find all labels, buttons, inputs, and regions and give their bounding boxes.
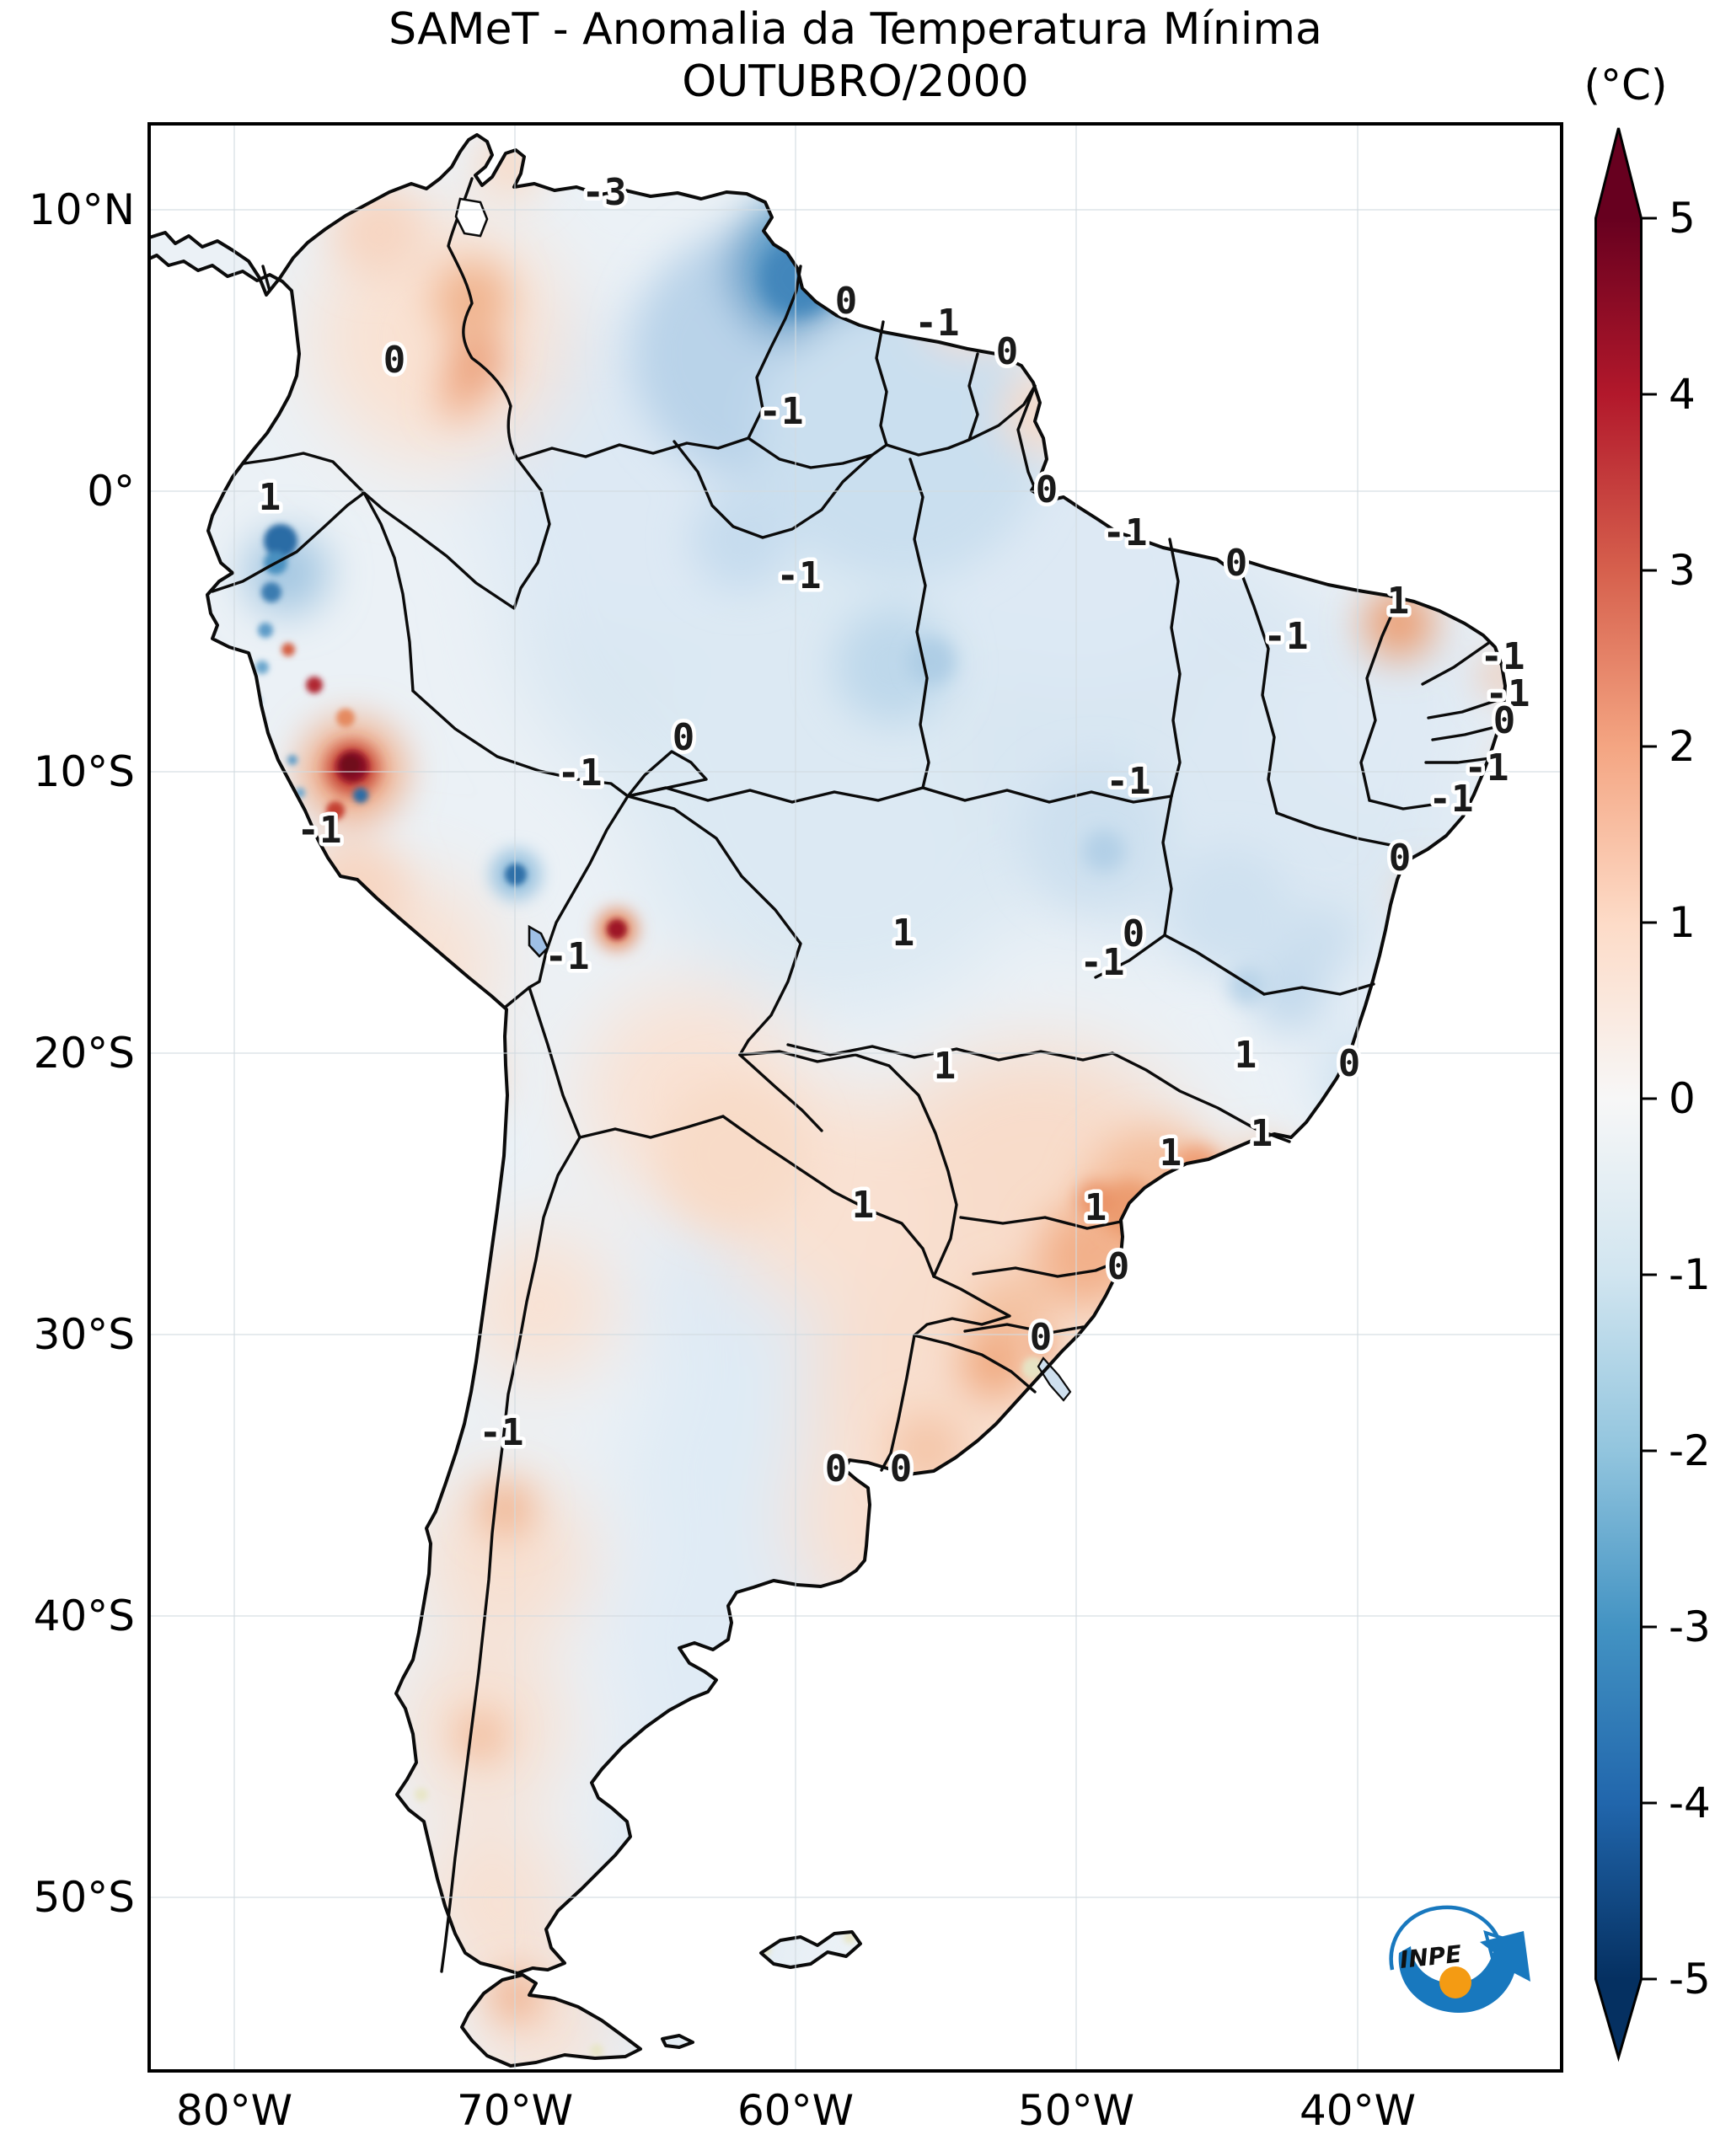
colorbar-tick-label: -4 bbox=[1669, 1779, 1711, 1827]
figure-title-line2: OUTUBRO/2000 bbox=[682, 56, 1028, 107]
lake-titicaca bbox=[528, 924, 549, 958]
colorbar-tick-label: 0 bbox=[1669, 1074, 1696, 1123]
contour-label: 0 bbox=[1030, 1316, 1053, 1359]
contour-label: 0 bbox=[383, 339, 406, 382]
contour-label: -1 bbox=[1429, 778, 1474, 821]
contour-label: 1 bbox=[1085, 1186, 1107, 1229]
inpe-logo-swoosh bbox=[1398, 1931, 1530, 2014]
contour-label: 1 bbox=[1387, 580, 1410, 623]
colorbar-tick-label: -2 bbox=[1669, 1426, 1711, 1475]
contour-labels: -300-10-11 0-10-11-1 -1-100-1-1 -1 -1-101 0-1… bbox=[255, 168, 1534, 1495]
colorbar-ticks: 5 4 3 2 1 0 -1 -2 -3 -4 -5 bbox=[1641, 194, 1711, 2004]
tierra-del-fuego-island bbox=[460, 1973, 642, 2068]
lat-tick-label: 10°S bbox=[34, 747, 135, 796]
contour-label: 0 bbox=[1225, 542, 1248, 585]
contour-label: -1 bbox=[1080, 941, 1125, 984]
colorbar: 5 4 3 2 1 0 -1 -2 -3 -4 -5 (°C) bbox=[1584, 61, 1711, 2062]
contour-label: -1 bbox=[1264, 615, 1309, 658]
south-america-coastline bbox=[147, 133, 1507, 1975]
map-axes: -300-10-11 0-10-11-1 -1-100-1-1 -1 -1-101 0-1… bbox=[147, 122, 1563, 2073]
lon-tick-label: 70°W bbox=[457, 2086, 573, 2135]
inpe-logo-thin-arc bbox=[1389, 1905, 1502, 1971]
lon-tick-label: 50°W bbox=[1018, 2086, 1134, 2135]
contour-label: 0 bbox=[825, 1447, 848, 1490]
contour-label: -1 bbox=[1486, 672, 1530, 715]
latitude-axis-labels: 10°N 0° 10°S 20°S 30°S 40°S 50°S bbox=[29, 185, 135, 1922]
contour-label: 0 bbox=[890, 1447, 913, 1490]
figure-title-line1: SAMeT - Anomalia da Temperatura Mínima bbox=[389, 4, 1322, 55]
colorbar-tick-label: -5 bbox=[1669, 1955, 1711, 2004]
contour-label: 0 bbox=[1036, 468, 1058, 511]
colorbar-tick-label: -1 bbox=[1669, 1250, 1711, 1299]
contour-label: 1 bbox=[1235, 1034, 1257, 1077]
contour-label: -1 bbox=[915, 302, 960, 345]
axes-frame bbox=[147, 122, 1563, 2073]
contour-label: 0 bbox=[1338, 1042, 1361, 1085]
colorbar-tick-label: 5 bbox=[1669, 194, 1696, 243]
inpe-logo-text: INPE bbox=[1398, 1939, 1463, 1974]
lat-tick-label: 50°S bbox=[34, 1873, 135, 1922]
colorbar-tick-label: 4 bbox=[1669, 370, 1696, 419]
inpe-logo: INPE bbox=[1389, 1905, 1530, 2014]
lon-tick-label: 40°W bbox=[1300, 2086, 1416, 2135]
lat-tick-label: 40°S bbox=[34, 1592, 135, 1640]
lon-tick-label: 80°W bbox=[176, 2086, 292, 2135]
lat-tick-label: 10°N bbox=[29, 185, 135, 234]
contour-label: 0 bbox=[996, 330, 1019, 373]
contour-label: -1 bbox=[558, 752, 603, 794]
contour-label: 1 bbox=[934, 1045, 957, 1088]
contour-label: 0 bbox=[1389, 837, 1412, 880]
contour-label: 1 bbox=[1251, 1112, 1273, 1155]
contour-label: -1 bbox=[480, 1411, 524, 1454]
contour-label: -1 bbox=[1107, 760, 1151, 803]
inpe-logo-orange-dot bbox=[1439, 1966, 1471, 1998]
contour-label: 1 bbox=[259, 476, 281, 519]
colorbar-tick-label: 2 bbox=[1669, 722, 1696, 771]
contour-label: -3 bbox=[582, 171, 627, 214]
contour-label: 1 bbox=[852, 1184, 875, 1227]
contour-label: 1 bbox=[1160, 1131, 1182, 1174]
lake-maracaibo bbox=[454, 197, 489, 238]
contour-label: -1 bbox=[1103, 511, 1148, 554]
colorbar-bar bbox=[1594, 127, 1643, 2062]
graticule bbox=[149, 124, 1562, 2071]
colorbar-tick-label: -3 bbox=[1669, 1602, 1711, 1651]
contour-label: 0 bbox=[673, 716, 695, 759]
falkland-islands bbox=[759, 1930, 862, 1969]
lon-tick-label: 60°W bbox=[737, 2086, 854, 2135]
longitude-axis-labels: 80°W 70°W 60°W 50°W 40°W bbox=[176, 2086, 1416, 2135]
colorbar-unit-label: (°C) bbox=[1584, 61, 1668, 110]
contour-label: 0 bbox=[1123, 912, 1145, 955]
contour-label: -1 bbox=[759, 390, 804, 433]
contour-label: 0 bbox=[1107, 1245, 1130, 1288]
lat-tick-label: 0° bbox=[87, 467, 135, 516]
contour-label: -1 bbox=[297, 809, 342, 852]
contour-label: -1 bbox=[545, 935, 590, 978]
contour-label: 0 bbox=[835, 280, 858, 323]
contour-label: -1 bbox=[1465, 746, 1509, 789]
contour-label: -1 bbox=[1481, 635, 1525, 678]
contour-label: -1 bbox=[777, 554, 822, 597]
contour-label: 0 bbox=[1493, 699, 1516, 742]
contour-label: 1 bbox=[892, 912, 915, 955]
lat-tick-label: 20°S bbox=[34, 1029, 135, 1078]
colorbar-tick-label: 3 bbox=[1669, 546, 1696, 595]
colorbar-tick-label: 1 bbox=[1669, 898, 1696, 947]
lat-tick-label: 30°S bbox=[34, 1310, 135, 1359]
isla-de-los-estados bbox=[661, 2034, 694, 2049]
